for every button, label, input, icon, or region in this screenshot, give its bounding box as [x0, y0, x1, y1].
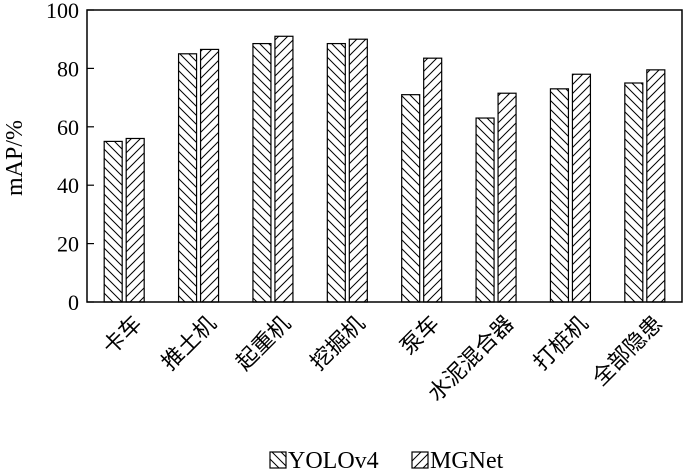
bar-yolov4-4: [401, 94, 421, 303]
x-tick-label: 卡车: [98, 311, 147, 360]
x-tick-label: 挖掘机: [306, 311, 370, 375]
legend-label-yolov4: YOLOv4: [288, 448, 379, 473]
y-axis-label: mAP/%: [2, 120, 28, 196]
legend-label-mgnet: MGNet: [430, 448, 504, 473]
bar-yolov4-1: [177, 53, 198, 303]
bar-yolov4-0: [103, 140, 123, 303]
bar-mgnet-0: [125, 137, 145, 303]
bar-mgnet-4: [423, 57, 443, 303]
y-tick-label: 60: [57, 115, 79, 140]
bar-yolov4-2: [252, 42, 272, 303]
y-tick-label: 100: [46, 0, 79, 23]
legend: YOLOv4 MGNet: [269, 448, 504, 473]
x-tick-label: 推土机: [157, 311, 221, 375]
y-tick-label: 40: [57, 173, 79, 198]
bar-yolov4-5: [475, 117, 495, 303]
plot-frame: [86, 9, 683, 303]
bar-mgnet-5: [497, 92, 517, 303]
legend-swatch-mgnet: [411, 451, 429, 469]
x-tick-label: 起重机: [232, 311, 296, 375]
y-tick-label: 0: [68, 290, 79, 315]
x-tick-label: 打桩机: [529, 311, 593, 375]
legend-swatch-yolov4: [269, 451, 287, 469]
y-tick-label: 20: [57, 232, 79, 257]
bar-yolov4-7: [624, 82, 644, 303]
bar-yolov4-6: [549, 88, 570, 303]
bar-mgnet-1: [199, 48, 220, 303]
bar-mgnet-7: [646, 69, 666, 303]
bar-mgnet-2: [274, 35, 294, 303]
y-tick-label: 80: [57, 56, 79, 81]
bar-mgnet-3: [348, 38, 368, 303]
bar-yolov4-3: [326, 42, 346, 303]
x-tick-label: 泵车: [396, 311, 445, 360]
bar-mgnet-6: [571, 73, 592, 303]
x-tick-label: 全部隐患: [588, 311, 668, 391]
bars-group: [103, 35, 666, 303]
